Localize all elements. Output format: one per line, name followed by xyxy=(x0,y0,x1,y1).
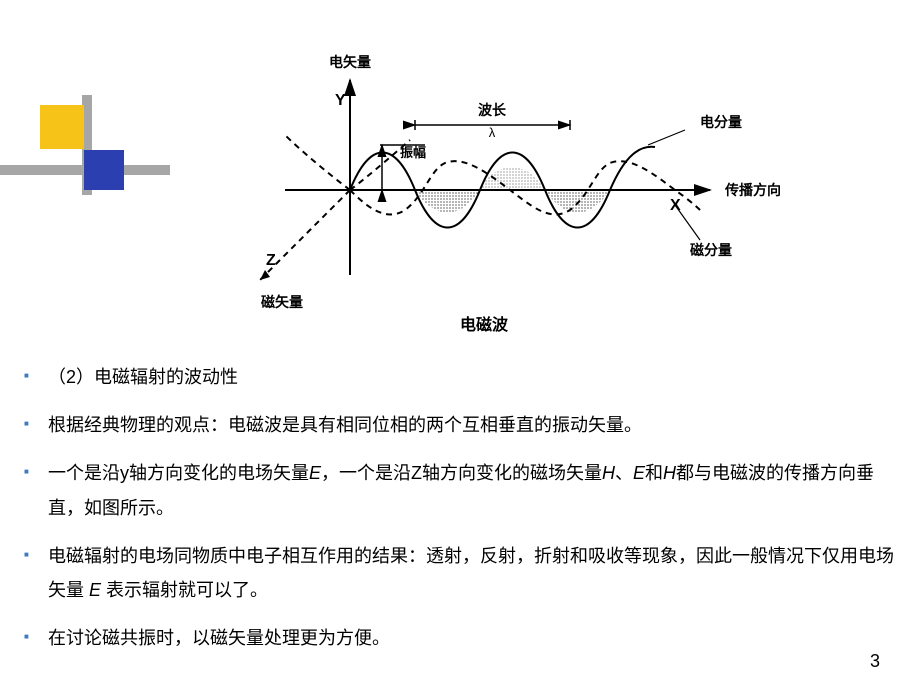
bullet-item: （2）电磁辐射的波动性 xyxy=(20,360,900,394)
bullet-item: 在讨论磁共振时，以磁矢量处理更为方便。 xyxy=(20,621,900,655)
bullet-text: 一个是沿y轴方向变化的电场矢量E，一个是沿Z轴方向变化的磁场矢量H、E和H都与电… xyxy=(48,463,874,517)
em-wave-diagram: 电矢量 Y Z 磁矢量 X 传播方向 电分量 磁分量 波长 λ 振幅 电磁波 xyxy=(230,45,790,345)
diagram-caption: 电磁波 xyxy=(460,315,509,334)
label-h-component: 磁分量 xyxy=(690,242,732,258)
label-e-component: 电分量 xyxy=(700,114,742,130)
bullet-item: 一个是沿y轴方向变化的电场矢量E，一个是沿Z轴方向变化的磁场矢量H、E和H都与电… xyxy=(20,456,900,524)
bullet-text: 电磁辐射的电场同物质中电子相互作用的结果：透射，反射，折射和吸收等现象，因此一般… xyxy=(48,546,894,600)
label-z-axis: Z xyxy=(266,252,276,269)
page-number: 3 xyxy=(870,651,880,672)
label-propagation: 传播方向 xyxy=(724,182,781,198)
slide-corner-decoration xyxy=(0,95,180,195)
label-e-vector: 电矢量 xyxy=(329,54,371,70)
label-amplitude: 振幅 xyxy=(400,145,426,160)
bullet-item: 根据经典物理的观点：电磁波是具有相同位相的两个互相垂直的振动矢量。 xyxy=(20,408,900,442)
bullet-text: 在讨论磁共振时，以磁矢量处理更为方便。 xyxy=(48,628,390,648)
label-x-axis: X xyxy=(670,197,681,214)
label-wavelength: 波长 xyxy=(478,102,507,118)
label-h-vector: 磁矢量 xyxy=(261,294,303,310)
label-y-axis: Y xyxy=(335,92,346,109)
bullet-item: 电磁辐射的电场同物质中电子相互作用的结果：透射，反射，折射和吸收等现象，因此一般… xyxy=(20,539,900,607)
bullet-text: （2）电磁辐射的波动性 xyxy=(48,367,238,387)
bullet-text: 根据经典物理的观点：电磁波是具有相同位相的两个互相垂直的振动矢量。 xyxy=(48,415,642,435)
bullet-list: （2）电磁辐射的波动性 根据经典物理的观点：电磁波是具有相同位相的两个互相垂直的… xyxy=(20,360,900,655)
label-lambda: λ xyxy=(489,125,496,140)
slide-body: （2）电磁辐射的波动性 根据经典物理的观点：电磁波是具有相同位相的两个互相垂直的… xyxy=(20,360,900,669)
